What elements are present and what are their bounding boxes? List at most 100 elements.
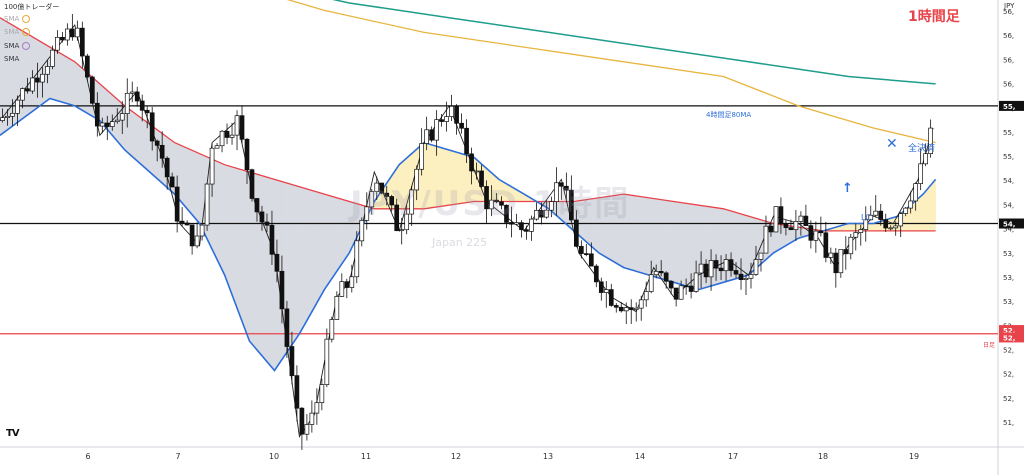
candle-up — [114, 119, 120, 122]
close-annotation: 全決済 — [908, 144, 936, 154]
candle-down — [573, 219, 579, 247]
candle-up — [514, 222, 519, 225]
candle-down — [164, 157, 170, 178]
candle-up — [449, 105, 454, 117]
candle-down — [668, 280, 674, 289]
candle-up — [813, 230, 819, 241]
candle-down — [778, 206, 784, 225]
cloud-segment — [224, 164, 232, 292]
cloud-segment — [130, 109, 138, 162]
candle-down — [344, 281, 350, 288]
candle-down — [179, 220, 185, 224]
candle-up — [793, 221, 799, 231]
candle-down — [588, 253, 594, 267]
candle-down — [294, 375, 300, 409]
cloud-segment — [679, 202, 687, 287]
legend-row-2[interactable]: SMA — [4, 28, 31, 36]
time-tick-label: 14 — [635, 452, 645, 461]
candle-up — [45, 66, 50, 75]
candle-down — [583, 253, 589, 255]
candle-up — [758, 252, 764, 260]
candle-up — [653, 270, 659, 276]
candle-down — [673, 287, 679, 300]
candle-down — [504, 204, 509, 223]
candle-up — [474, 170, 479, 173]
cloud-segment — [218, 161, 225, 276]
candle-up — [773, 206, 779, 233]
candle-up — [319, 384, 325, 404]
candle-up — [838, 249, 844, 274]
cloud-segment — [62, 53, 69, 105]
candle-down — [94, 102, 100, 127]
ma-annotation: 4時間足80MA — [706, 111, 752, 119]
candle-up — [888, 227, 894, 230]
candle-down — [269, 224, 275, 255]
tradingview-logo[interactable]: TV — [6, 428, 20, 439]
cloud-segment — [74, 61, 82, 111]
candle-down — [144, 109, 150, 114]
candle-up — [923, 153, 928, 165]
cloud-segment — [629, 194, 637, 272]
cloud-segment — [242, 169, 250, 342]
price-tick-label: 53, — [1003, 274, 1014, 282]
candle-up — [873, 210, 879, 216]
candle-up — [753, 259, 759, 275]
candle-down — [224, 130, 230, 138]
legend-label: SMA — [4, 28, 20, 36]
legend-row-4[interactable]: SMA — [4, 55, 19, 63]
candle-up — [339, 281, 345, 297]
cloud-segment — [143, 119, 150, 173]
ma-gold-line — [286, 0, 936, 144]
candle-up — [214, 145, 220, 149]
candle-down — [883, 219, 889, 229]
price-tick-label: 53, — [1003, 298, 1014, 306]
candle-down — [189, 224, 195, 247]
candle-down — [628, 307, 634, 310]
candle-down — [718, 267, 724, 272]
candle-up — [419, 143, 425, 170]
candle-down — [184, 222, 190, 226]
candle-down — [593, 265, 599, 283]
cloud-segment — [717, 207, 724, 285]
close-cross-icon: ✕ — [886, 136, 898, 152]
candle-down — [139, 100, 145, 111]
time-axis: 6 7 10 11 12 13 14 17 18 19 — [85, 452, 919, 461]
cloud-segment — [193, 150, 200, 225]
candle-down — [284, 308, 290, 347]
time-tick-label: 19 — [909, 452, 919, 461]
candle-up — [129, 91, 135, 94]
candle-down — [728, 259, 734, 271]
candle-down — [484, 186, 489, 210]
candle-down — [524, 229, 529, 232]
candle-up — [329, 319, 335, 340]
cloud-segment — [261, 175, 269, 364]
candle-down — [878, 210, 884, 220]
candle-down — [663, 272, 669, 282]
candle-down — [703, 263, 709, 278]
price-tick-label: 51, — [1003, 419, 1014, 427]
axis-unit: JPY — [1004, 2, 1015, 10]
candle-up — [204, 183, 210, 226]
candle-up — [928, 127, 933, 154]
candle-up — [898, 213, 904, 227]
legend-row-1[interactable]: SMA — [4, 15, 31, 23]
price-tick-label: 56, — [1003, 56, 1014, 64]
cloud-segment — [723, 208, 731, 283]
candle-down — [299, 407, 305, 435]
candle-down — [519, 222, 524, 231]
legend-row-3[interactable]: SMA — [4, 42, 31, 50]
candle-up — [848, 236, 854, 255]
legend-label: SMA — [4, 15, 20, 23]
candle-down — [279, 270, 285, 310]
price-tick-label: 55, — [1003, 153, 1014, 161]
cloud-segment — [136, 114, 144, 168]
time-tick-label: 12 — [451, 452, 461, 461]
cloud-segment — [324, 193, 331, 291]
candle-down — [454, 105, 459, 124]
candlesticks — [0, 14, 933, 450]
candle-down — [389, 196, 395, 206]
candle-up — [638, 299, 644, 309]
candle-up — [748, 274, 754, 279]
candle-down — [104, 122, 110, 127]
